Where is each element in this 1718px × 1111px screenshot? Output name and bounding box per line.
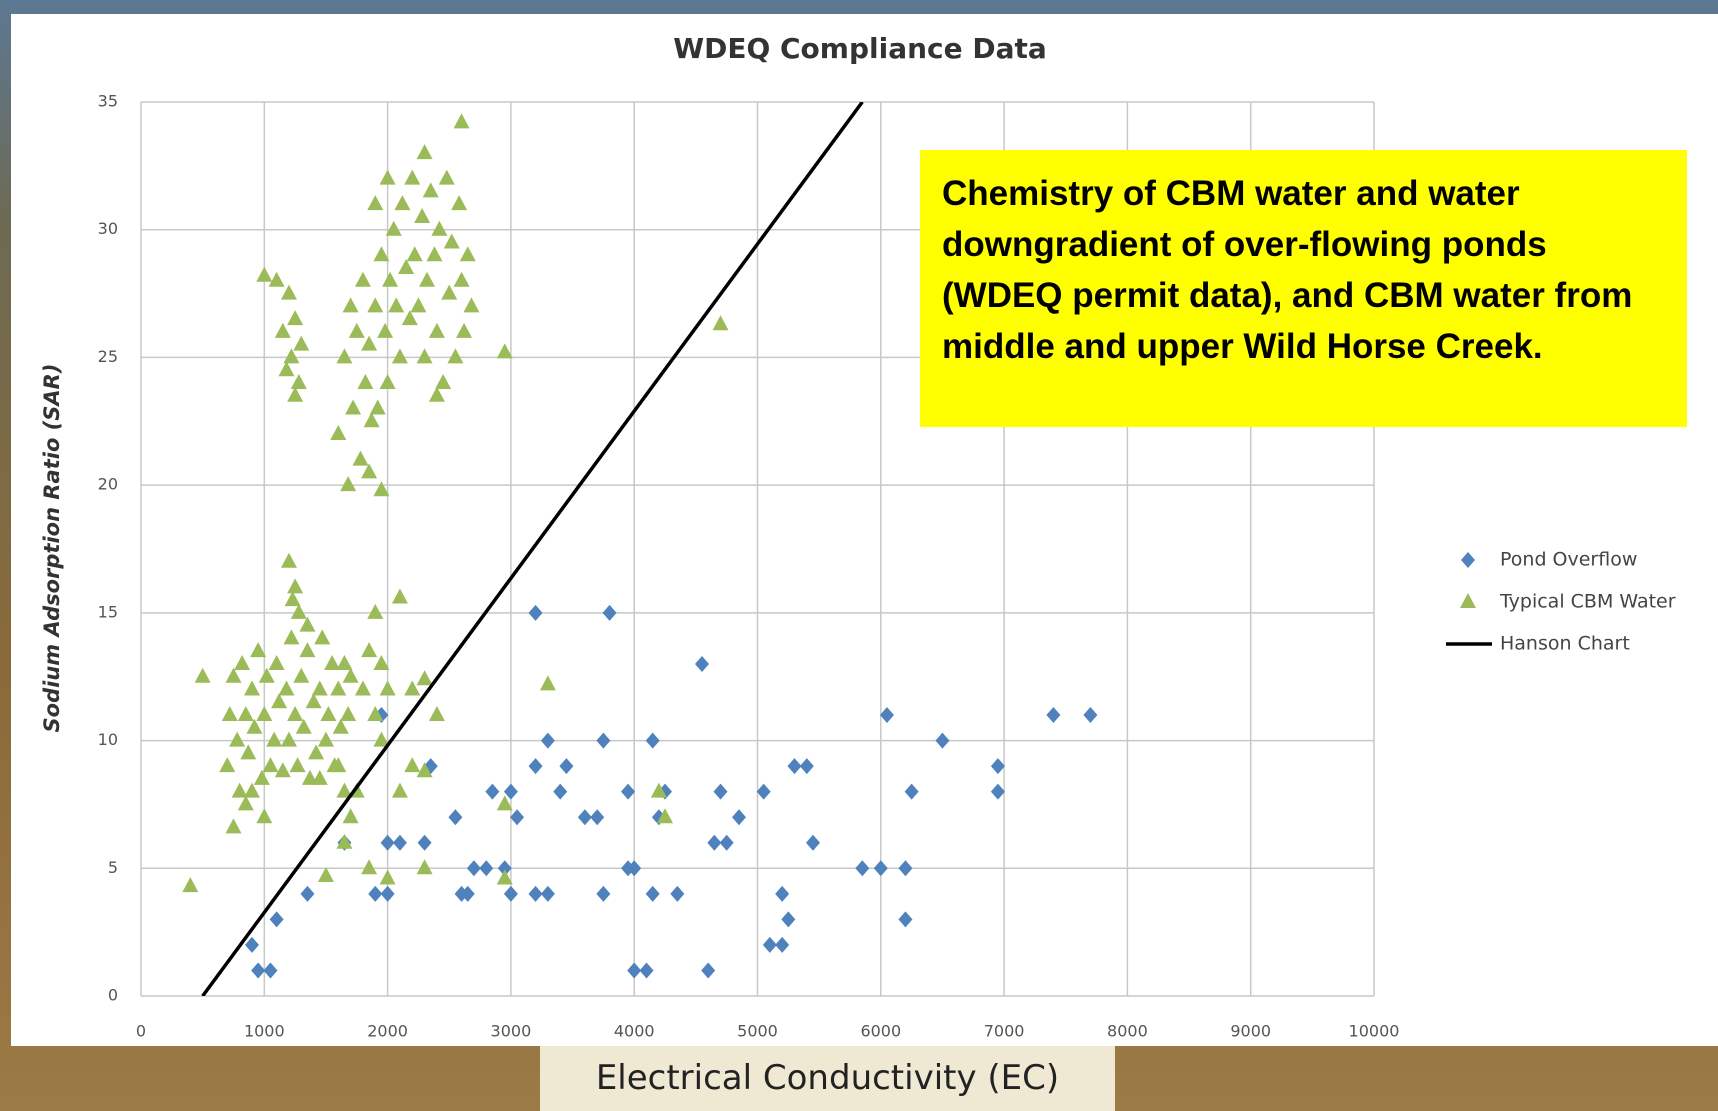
annotation: Chemistry of CBM water and water downgra… [920, 150, 1687, 427]
x-tick-label: 8000 [1107, 1022, 1148, 1041]
y-tick-label: 20 [98, 475, 118, 494]
legend-label: Pond Overflow [1500, 549, 1637, 571]
x-tick-label: 10000 [1349, 1022, 1400, 1041]
x-tick-label: 5000 [737, 1022, 778, 1041]
legend-label: Typical CBM Water [1499, 591, 1676, 613]
chart-title: WDEQ Compliance Data [673, 32, 1047, 65]
x-axis-label: Electrical Conductivity (EC) [540, 1046, 1115, 1111]
x-tick-label: 9000 [1230, 1022, 1271, 1041]
y-tick-label: 0 [108, 986, 118, 1005]
x-tick-label: 3000 [491, 1022, 532, 1041]
y-tick-label: 10 [98, 730, 118, 749]
x-tick-label: 1000 [244, 1022, 285, 1041]
x-tick-label: 6000 [860, 1022, 901, 1041]
x-tick-label: 0 [136, 1022, 146, 1041]
page: WDEQ Compliance Data Sodium Adsorption R… [0, 0, 1718, 1111]
y-tick-label: 30 [98, 219, 118, 238]
x-tick-label: 2000 [367, 1022, 408, 1041]
y-axis-label: Sodium Adsorption Ratio (SAR) [40, 364, 64, 733]
y-tick-label: 25 [98, 347, 118, 366]
y-tick-label: 15 [98, 602, 118, 621]
x-tick-label: 4000 [614, 1022, 655, 1041]
y-tick-label: 35 [98, 92, 118, 111]
y-tick-label: 5 [108, 858, 118, 877]
legend-label: Hanson Chart [1500, 633, 1630, 655]
x-tick-label: 7000 [984, 1022, 1025, 1041]
